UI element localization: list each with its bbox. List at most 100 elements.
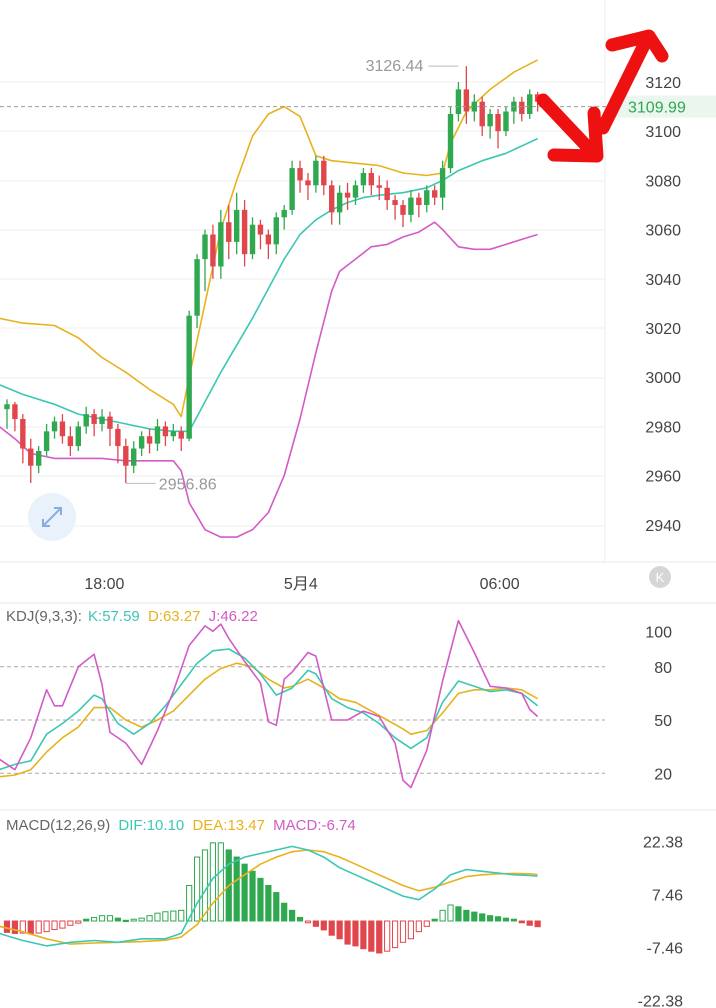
macd-hist-bar (257, 877, 264, 922)
kdj-tick-label: 20 (654, 766, 672, 783)
candle-body (416, 197, 422, 205)
macd-hist-bar (320, 920, 327, 931)
candle-body (35, 451, 42, 466)
price-tick-label: 2940 (645, 518, 681, 535)
candle-body (75, 426, 81, 447)
candle-body (384, 187, 390, 201)
macd-tick-label: 22.38 (643, 835, 683, 852)
candle-body (210, 234, 216, 267)
macd-hist-bar (344, 920, 351, 945)
macd-hist-bar (447, 904, 454, 922)
candle-body (107, 416, 113, 429)
kdj-axis: 100 80 50 20 (645, 624, 672, 783)
kdj-reference-lines (0, 666, 605, 774)
candle-body (471, 101, 477, 112)
macd-hist-bar (423, 920, 430, 927)
candle-body (424, 190, 430, 205)
macd-hist-bar (51, 920, 58, 931)
candle-body (154, 426, 161, 444)
macd-title: MACD(12,26,9) (6, 817, 110, 834)
candle-body (4, 404, 10, 410)
high-low-annotations: 3126.44 2956.86 (125, 58, 459, 493)
kdj-k-label: K: (88, 608, 102, 625)
candle-body (447, 113, 454, 169)
candle-body (91, 414, 97, 424)
candle-body (67, 436, 74, 447)
red-arrow-annotations (536, 29, 669, 163)
macd-hist-bar (431, 918, 438, 922)
kline-settings-badge[interactable]: K (649, 566, 671, 588)
macd-hist-bar (502, 917, 510, 922)
macd-hist-bar (98, 915, 106, 922)
candle-body (170, 431, 177, 437)
macd-hist-value: -6.74 (322, 817, 356, 834)
price-tick-label: 3040 (645, 272, 681, 289)
kdj-j-label: J: (209, 608, 221, 625)
macd-hist-bar (336, 920, 343, 940)
candle-body (265, 234, 272, 245)
candle-body (241, 209, 248, 255)
macd-header: MACD(12,26,9) DIF:10.10 DEA:13.47 MACD:-… (6, 817, 356, 834)
candle-body (495, 113, 501, 132)
macd-hist-bar (19, 920, 26, 934)
kdj-d-label: D: (148, 608, 163, 625)
macd-hist-bar (35, 920, 42, 934)
price-tick-label: 3100 (645, 124, 681, 141)
candle-body (162, 426, 169, 437)
kdj-header: KDJ(9,3,3): K:57.59 D:63.27 J:46.22 (6, 608, 258, 625)
macd-hist-bar (170, 910, 177, 922)
macd-tick-label: -22.38 (638, 994, 683, 1008)
bollinger-bands (0, 59, 538, 538)
kdj-title: KDJ(9,3,3): (6, 608, 82, 625)
candle-body (20, 419, 26, 449)
kdj-j-value: 46.22 (220, 608, 258, 625)
kdj-k-value: 57.59 (102, 608, 140, 625)
macd-hist-bar (249, 870, 256, 922)
candle-body (43, 431, 50, 451)
kline-badge-label: K (656, 570, 665, 585)
macd-hist-bar (487, 915, 494, 922)
candle-body (479, 101, 485, 127)
candle-body (360, 173, 367, 186)
price-tick-label: 3060 (645, 223, 681, 240)
macd-hist-bar (186, 884, 193, 922)
candle-body (28, 448, 34, 466)
macd-hist-bar (193, 856, 201, 922)
macd-hist-bar (526, 920, 533, 926)
macd-hist-bar (114, 917, 121, 922)
macd-hist-bar (289, 909, 296, 922)
macd-hist-bar (75, 920, 82, 924)
candle-body (273, 217, 279, 245)
macd-hist-bar (154, 912, 161, 922)
kdj-d-value: 63.27 (163, 608, 201, 625)
candle-body (376, 185, 382, 188)
candle-body (527, 94, 533, 114)
candlestick-series (4, 66, 541, 483)
macd-hist-bar (265, 884, 272, 922)
kdj-tick-label: 80 (654, 660, 672, 677)
macd-hist-bar (439, 909, 446, 922)
down-arrow (536, 93, 604, 163)
macd-hist-bar (384, 920, 391, 952)
candle-body (138, 436, 145, 449)
macd-hist-bar (479, 913, 486, 922)
expand-icon[interactable] (28, 493, 76, 541)
macd-hist-bar (471, 911, 478, 922)
macd-hist-bar (391, 920, 399, 949)
price-tick-label: 2980 (645, 419, 681, 436)
candle-body (202, 234, 208, 260)
candle-body (194, 259, 200, 316)
macd-hist-bar (217, 842, 224, 922)
kdj-tick-label: 50 (654, 713, 672, 730)
price-tick-label: 3000 (645, 370, 681, 387)
candle-body (463, 89, 470, 112)
macd-hist-bar (455, 906, 462, 922)
boll-mid-line (0, 137, 538, 433)
candle-body (218, 222, 224, 267)
macd-hist-bar (178, 909, 185, 922)
price-tick-label: 3020 (645, 321, 681, 338)
candle-body (352, 185, 359, 198)
candle-body (321, 160, 327, 186)
macd-hist-bar (233, 856, 240, 922)
